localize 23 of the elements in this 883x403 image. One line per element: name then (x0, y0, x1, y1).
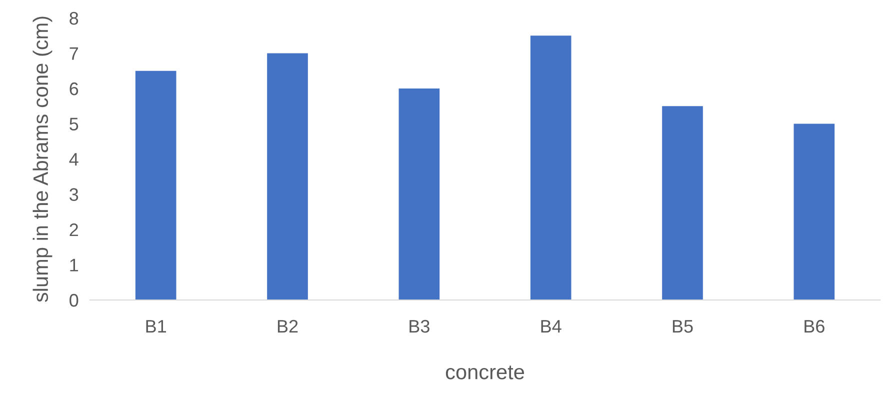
bar (135, 70, 176, 300)
x-tick-label: B2 (278, 320, 298, 333)
y-tick-label: 7 (70, 47, 78, 60)
y-tick-label: 5 (70, 118, 78, 130)
y-tick-label: 2 (70, 223, 78, 236)
bar (662, 106, 703, 300)
y-tick-label: 3 (70, 188, 78, 201)
x-tick-label: B6 (804, 320, 824, 333)
bar (267, 53, 308, 300)
x-tick-label: B5 (672, 320, 693, 333)
x-tick-label: B1 (146, 320, 166, 333)
y-tick-label: 4 (69, 153, 78, 166)
x-tick-label: B4 (541, 320, 562, 333)
y-tick-label: 1 (70, 258, 78, 272)
y-tick-label: 0 (70, 294, 78, 307)
y-axis-title: slump in the Abrams cone (cm) (32, 16, 52, 302)
bar (794, 124, 835, 300)
x-axis-title: concrete (446, 366, 524, 380)
x-tick-label: B3 (410, 320, 430, 333)
bar (530, 36, 572, 300)
y-tick-label: 6 (70, 82, 78, 96)
y-tick-label: 8 (70, 12, 78, 25)
bar (398, 88, 440, 300)
